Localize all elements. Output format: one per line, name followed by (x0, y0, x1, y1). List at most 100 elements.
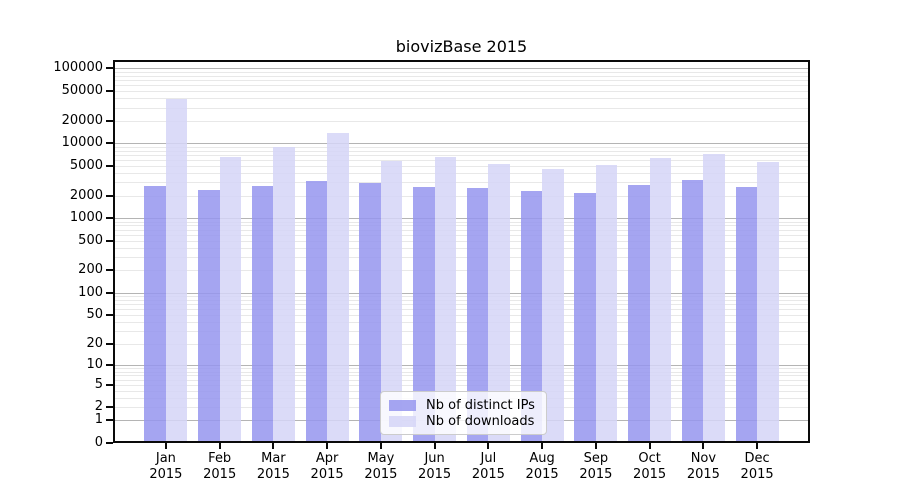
y-tick-label: 2 (94, 399, 103, 415)
x-tick-label-nov: Nov 2015 (686, 451, 720, 482)
gridline-minor (113, 107, 810, 109)
y-tick-mark (106, 142, 113, 145)
gridline-minor (113, 221, 810, 223)
y-tick-label: 10000 (61, 135, 103, 151)
y-tick-label: 200 (78, 262, 103, 278)
x-tick-label-jul: Jul 2015 (471, 451, 505, 482)
gridline-minor (113, 322, 810, 324)
gridline-major (113, 68, 810, 70)
bar-oct-distinct-ips (628, 185, 650, 443)
y-tick-mark (106, 67, 113, 70)
gridline-minor (113, 84, 810, 86)
bar-apr-distinct-ips (305, 181, 328, 443)
x-tick-label-may: May 2015 (364, 451, 398, 482)
gridline-minor (113, 146, 810, 148)
legend-label-distinct-ips: Nb of distinct IPs (426, 397, 535, 413)
bar-nov-downloads (703, 153, 725, 443)
gridline-minor (113, 159, 810, 161)
y-tick-mark (106, 164, 113, 167)
gridline-minor (113, 225, 810, 227)
x-tick-label-oct: Oct 2015 (633, 451, 667, 482)
gridline-minor (113, 368, 810, 370)
gridline-minor (113, 79, 810, 81)
y-tick-label: 2000 (69, 187, 103, 203)
y-tick-mark (106, 217, 113, 220)
y-tick-mark (106, 406, 113, 409)
gridline-minor (113, 343, 810, 345)
gridline-minor (113, 154, 810, 156)
gridline-minor (113, 71, 810, 73)
y-tick-mark (106, 442, 113, 444)
y-tick-mark (106, 419, 113, 422)
y-tick-label: 50 (86, 307, 103, 322)
bar-nov-distinct-ips (681, 180, 704, 443)
x-tick-mark (541, 443, 544, 449)
legend-swatch-distinct-ips (389, 399, 416, 411)
bar-mar-distinct-ips (251, 185, 274, 443)
bar-sep-downloads (595, 164, 618, 443)
legend-label-downloads: Nb of downloads (426, 413, 535, 429)
plot-area (113, 60, 810, 443)
gridline-minor (113, 75, 810, 77)
gridline-minor (113, 257, 810, 259)
y-tick-mark (106, 89, 113, 92)
x-tick-mark (218, 443, 221, 449)
gridline-minor (113, 150, 810, 152)
y-tick-label: 50000 (61, 82, 103, 98)
x-tick-mark (756, 443, 759, 449)
bar-jan-downloads (165, 98, 188, 443)
x-tick-label-jun: Jun 2015 (418, 451, 452, 482)
x-tick-mark (326, 443, 329, 449)
y-tick-mark (106, 239, 113, 242)
x-tick-mark (594, 443, 597, 449)
bar-aug-downloads (542, 168, 564, 443)
gridline-minor (113, 182, 810, 184)
y-tick-label: 5 (94, 376, 103, 392)
chart-title: biovizBase 2015 (395, 37, 528, 56)
bar-mar-downloads (273, 147, 295, 443)
bar-apr-downloads (327, 133, 349, 443)
bar-may-distinct-ips (359, 182, 381, 443)
y-tick-mark (106, 342, 113, 345)
y-tick-label: 5000 (69, 157, 103, 173)
gridline-minor (113, 384, 810, 386)
y-tick-mark (106, 269, 113, 272)
x-tick-mark (487, 443, 490, 449)
gridline-major (113, 365, 810, 366)
bar-oct-downloads (649, 158, 672, 443)
y-tick-label: 10 (86, 357, 103, 372)
x-tick-mark (648, 443, 651, 449)
gridline-minor (113, 165, 810, 167)
legend-item-downloads: Nb of downloads (389, 413, 538, 429)
legend-item-distinct-ips: Nb of distinct IPs (389, 397, 538, 413)
gridline-minor (113, 270, 810, 272)
bar-aug-distinct-ips (520, 191, 543, 443)
y-tick-mark (106, 383, 113, 386)
bar-jan-distinct-ips (144, 185, 166, 443)
y-tick-label: 100000 (53, 60, 103, 76)
gridline-minor (113, 371, 810, 373)
bar-jul-distinct-ips (466, 187, 489, 443)
gridline-minor (113, 247, 810, 249)
x-tick-mark (272, 443, 275, 449)
gridline-minor (113, 98, 810, 100)
legend: Nb of distinct IPs Nb of downloads (380, 391, 547, 435)
x-tick-label-apr: Apr 2015 (310, 451, 344, 482)
bar-jun-downloads (434, 157, 457, 443)
y-tick-mark (106, 291, 113, 294)
x-tick-label-aug: Aug 2015 (525, 451, 559, 482)
bar-jul-downloads (488, 163, 510, 443)
y-tick-label: 20 (86, 335, 103, 351)
x-tick-label-dec: Dec 2015 (740, 451, 774, 482)
gridline-minor (113, 379, 810, 381)
bar-jun-distinct-ips (413, 187, 435, 443)
y-tick-mark (106, 194, 113, 197)
gridline-minor (113, 296, 810, 298)
gridline-minor (113, 300, 810, 301)
x-tick-label-mar: Mar 2015 (256, 451, 290, 482)
x-tick-label-feb: Feb 2015 (203, 451, 237, 482)
gridline-minor (113, 309, 810, 311)
gridline-minor (113, 90, 810, 92)
bar-feb-downloads (219, 157, 242, 443)
